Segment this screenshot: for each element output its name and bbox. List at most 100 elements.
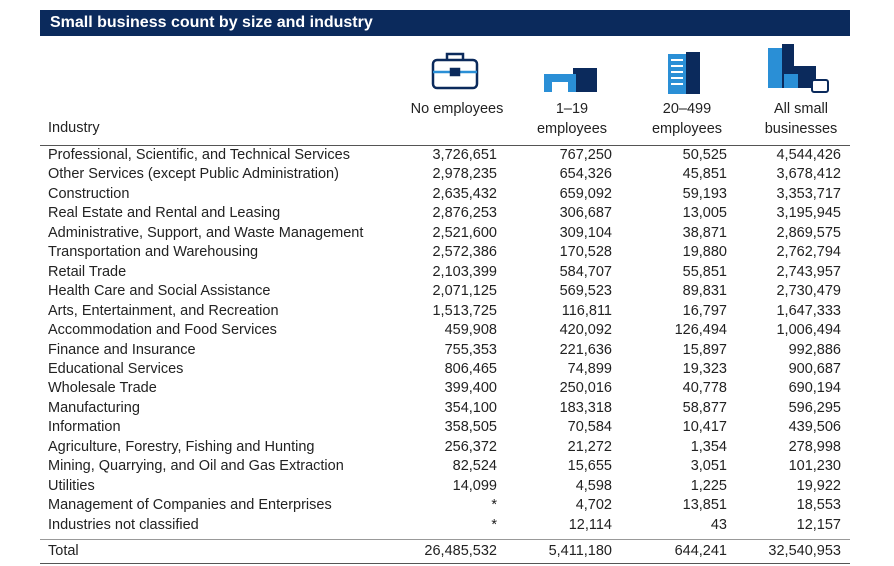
table-cell: 1,647,333 — [776, 302, 841, 319]
table-cell: 2,730,479 — [776, 283, 841, 300]
table-cell: 306,687 — [559, 205, 612, 222]
table-cell: 420,092 — [559, 322, 612, 339]
table-cell: 2,572,386 — [432, 244, 497, 261]
table-cell: 59,193 — [682, 185, 727, 202]
row-label: Management of Companies and Enterprises — [48, 497, 332, 514]
table-cell: 654,326 — [559, 166, 612, 183]
table-cell: 596,295 — [788, 399, 841, 416]
row-label: Utilities — [48, 477, 95, 494]
table-cell: 2,071,125 — [432, 283, 497, 300]
table-cell: 15,897 — [682, 341, 727, 358]
header-icons — [431, 44, 829, 94]
row-label: Arts, Entertainment, and Recreation — [48, 302, 279, 319]
table-cell: 3,678,412 — [776, 166, 841, 183]
table-cell: 74,899 — [567, 360, 612, 377]
table-cell: 569,523 — [559, 283, 612, 300]
table-cell: 2,762,794 — [776, 244, 841, 261]
table-cell: 126,494 — [674, 322, 727, 339]
table-cell: 10,417 — [682, 419, 727, 436]
table-cell: 278,998 — [788, 438, 841, 455]
table-cell: 55,851 — [682, 263, 727, 280]
table-cell: 256,372 — [444, 438, 497, 455]
table-cell: 14,099 — [452, 477, 497, 494]
row-label: Accommodation and Food Services — [48, 322, 277, 339]
total-rule — [40, 539, 850, 540]
row-label: Retail Trade — [48, 263, 127, 280]
table-cell: 250,016 — [559, 380, 612, 397]
table-cell: 2,876,253 — [432, 205, 497, 222]
small-building-icon — [544, 68, 597, 92]
total-cell: 644,241 — [674, 543, 727, 559]
table-cell: 354,100 — [444, 399, 497, 416]
table-cell: 992,886 — [788, 341, 841, 358]
table-cell: 70,584 — [567, 419, 612, 436]
table-cell: 3,353,717 — [776, 185, 841, 202]
table-cell: * — [491, 497, 497, 514]
total-cell: 32,540,953 — [768, 543, 841, 559]
column-header: 1–19 employees — [536, 101, 608, 137]
row-label: Health Care and Social Assistance — [48, 283, 271, 300]
header-rule — [40, 145, 850, 146]
table-cell: 2,103,399 — [432, 263, 497, 280]
table-cell: * — [491, 516, 497, 533]
table-cell: 45,851 — [682, 166, 727, 183]
table-cell: 459,908 — [444, 322, 497, 339]
table-cell: 19,323 — [682, 360, 727, 377]
table-cell: 659,092 — [559, 185, 612, 202]
column-header: 20–499 employees — [651, 101, 723, 137]
table-cell: 50,525 — [682, 147, 727, 163]
all-buildings-icon — [768, 44, 829, 93]
table-cell: 43 — [710, 516, 727, 533]
table-cell: 399,400 — [444, 380, 497, 397]
table-cell: 12,157 — [796, 516, 841, 533]
table-cell: 4,544,426 — [776, 147, 841, 163]
table-cell: 806,465 — [444, 360, 497, 377]
row-label: Educational Services — [48, 360, 184, 377]
table-cell: 15,655 — [567, 458, 612, 475]
table-cell: 170,528 — [559, 244, 612, 261]
table-cell: 900,687 — [788, 360, 841, 377]
table-cell: 3,726,651 — [432, 147, 497, 163]
table-cell: 2,978,235 — [432, 166, 497, 183]
row-label: Other Services (except Public Administra… — [48, 166, 339, 183]
row-label: Information — [48, 419, 121, 436]
table-cell: 183,318 — [559, 399, 612, 416]
bottom-rule — [40, 563, 850, 564]
row-label: Administrative, Support, and Waste Manag… — [48, 224, 364, 241]
total-label: Total — [48, 543, 79, 559]
briefcase-icon — [431, 52, 479, 90]
table-cell: 19,922 — [796, 477, 841, 494]
table-cell: 2,635,432 — [432, 185, 497, 202]
row-label: Transportation and Warehousing — [48, 244, 259, 261]
row-label: Real Estate and Rental and Leasing — [48, 205, 281, 222]
table-cell: 1,513,725 — [432, 302, 497, 319]
table-cell: 3,195,945 — [776, 205, 841, 222]
table-cell: 1,225 — [690, 477, 727, 494]
column-header: All small businesses — [764, 101, 838, 137]
table-cell: 221,636 — [559, 341, 612, 358]
table-cell: 584,707 — [559, 263, 612, 280]
table-cell: 1,354 — [690, 438, 727, 455]
column-header: No employees — [410, 101, 504, 117]
table-title: Small business count by size and industr… — [40, 10, 850, 36]
row-label: Manufacturing — [48, 399, 140, 416]
table-cell: 89,831 — [682, 283, 727, 300]
table-cell: 19,880 — [682, 244, 727, 261]
medium-building-icon — [668, 52, 700, 94]
table-cell: 1,006,494 — [776, 322, 841, 339]
total-cell: 5,411,180 — [548, 543, 612, 559]
table-cell: 58,877 — [682, 399, 727, 416]
table-cell: 3,051 — [690, 458, 727, 475]
table-cell: 116,811 — [561, 302, 612, 319]
table-cell: 358,505 — [444, 419, 497, 436]
row-label: Industries not classified — [48, 516, 199, 533]
table-cell: 4,598 — [575, 477, 612, 494]
table-cell: 2,521,600 — [432, 224, 497, 241]
row-label: Mining, Quarrying, and Oil and Gas Extra… — [48, 458, 344, 475]
table-cell: 439,506 — [788, 419, 841, 436]
table-cell: 767,250 — [559, 147, 612, 163]
total-cell: 26,485,532 — [424, 543, 497, 559]
table-cell: 13,005 — [682, 205, 727, 222]
table-cell: 16,797 — [682, 302, 727, 319]
